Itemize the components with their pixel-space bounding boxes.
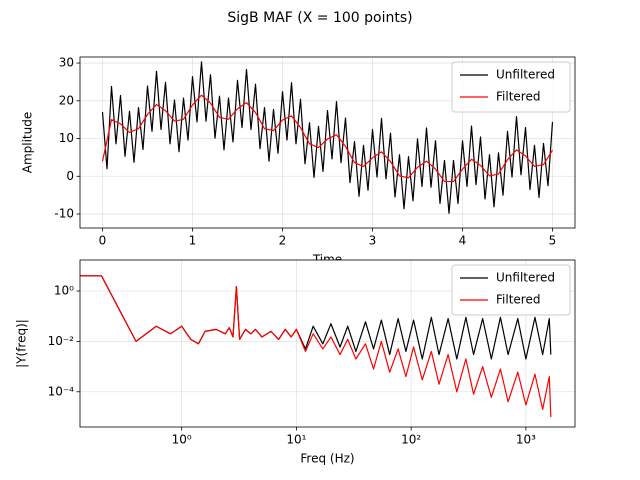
y-tick-label: 10⁻²	[48, 334, 75, 348]
y-tick-label: 10	[59, 131, 74, 145]
series-line	[80, 275, 552, 417]
legend-label: Unfiltered	[496, 68, 555, 82]
series-line	[101, 94, 554, 183]
x-tick-label: 5	[549, 234, 557, 248]
y-tick-label: 20	[59, 93, 74, 107]
x-tick-label: 1	[189, 234, 197, 248]
x-tick-label: 10¹	[286, 433, 306, 447]
y-tick-label: 10⁻⁴	[48, 384, 75, 398]
x-tick-label: 0	[99, 234, 107, 248]
y-tick-label: 10⁰	[54, 284, 74, 298]
legend-label: Unfiltered	[496, 271, 555, 285]
x-tick-label: 10²	[401, 433, 421, 447]
y-tick-label: 30	[59, 56, 74, 70]
figure-title: SigB MAF (X = 100 points)	[227, 10, 412, 26]
y-tick-label: -10	[54, 207, 74, 221]
y-axis-label: |Y(freq)|	[15, 319, 29, 368]
axes-frame	[79, 56, 576, 229]
axes-frame	[79, 259, 576, 428]
legend-label: Filtered	[496, 293, 540, 307]
plot-area	[101, 61, 554, 214]
x-tick-label: 2	[279, 234, 287, 248]
x-tick-label: 10³	[516, 433, 536, 447]
x-tick-label: 4	[459, 234, 467, 248]
x-axis-label: Freq (Hz)	[300, 452, 354, 466]
plot-area	[80, 275, 552, 417]
y-axis-label: Amplitude	[21, 112, 35, 174]
series-line	[101, 61, 554, 214]
legend-label: Filtered	[496, 90, 540, 104]
x-tick-label: 10⁰	[172, 433, 192, 447]
y-tick-label: 0	[66, 169, 74, 183]
x-tick-label: 3	[369, 234, 377, 248]
